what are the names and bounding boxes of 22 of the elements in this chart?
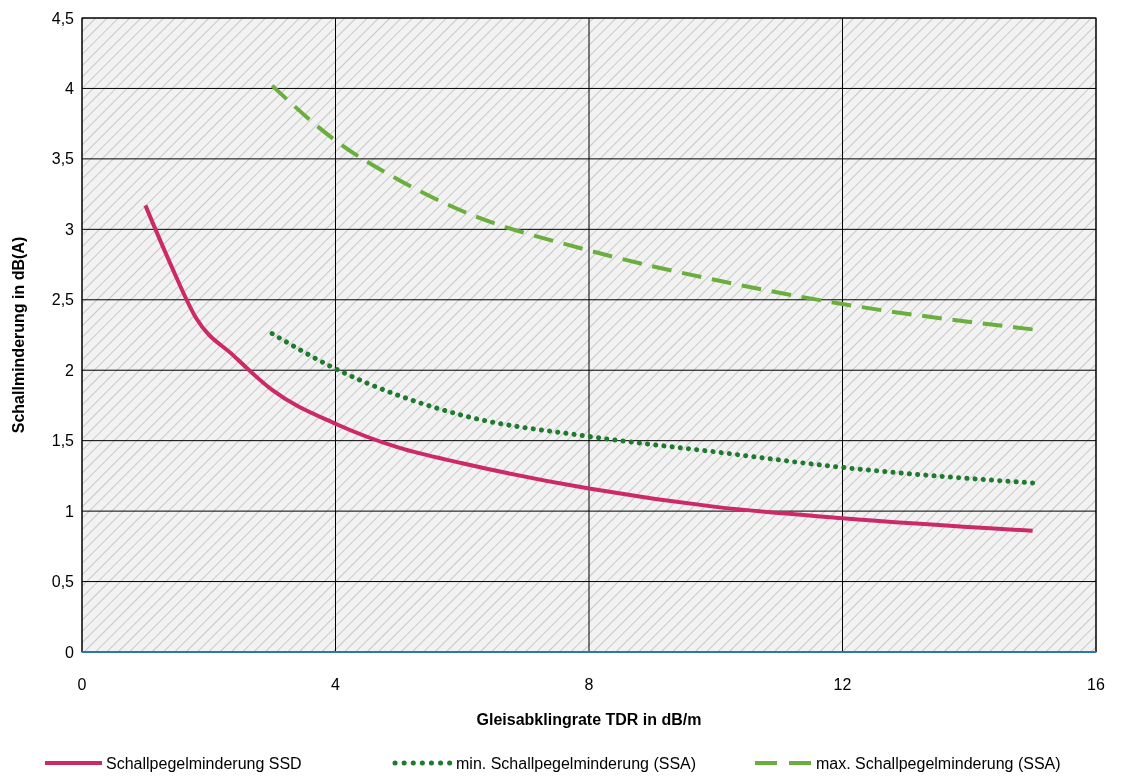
x-tick-label: 4	[331, 676, 341, 693]
x-tick-label: 16	[1087, 676, 1105, 693]
line-series	[270, 83, 1035, 332]
y-tick-label: 2	[65, 361, 75, 379]
x-tick-label: 12	[833, 676, 852, 693]
legend-label: Schallpegelminderung SSD	[106, 755, 302, 772]
y-tick-label: 0	[65, 643, 75, 661]
y-tick-label: 3	[65, 220, 75, 238]
x-tick-label: 8	[584, 676, 594, 693]
y-tick-label: 0,5	[51, 573, 75, 591]
y-tick-label: 1,5	[51, 432, 75, 450]
y-tick-label: 2,5	[51, 291, 75, 309]
x-axis-title: Gleisabklingrate TDR in dB/m	[476, 711, 702, 728]
legend-label: max. Schallpegelminderung (SSA)	[816, 755, 1061, 772]
y-tick-label: 3,5	[51, 150, 75, 168]
legend-label: min. Schallpegelminderung (SSA)	[456, 755, 697, 772]
line-series	[143, 203, 1035, 533]
y-tick-label: 1	[65, 502, 75, 520]
y-tick-label: 4,5	[51, 9, 75, 27]
x-tick-label: 0	[77, 676, 87, 693]
y-axis-title: Schallminderung in dB(A)	[10, 236, 27, 434]
y-tick-label: 4	[65, 80, 75, 98]
